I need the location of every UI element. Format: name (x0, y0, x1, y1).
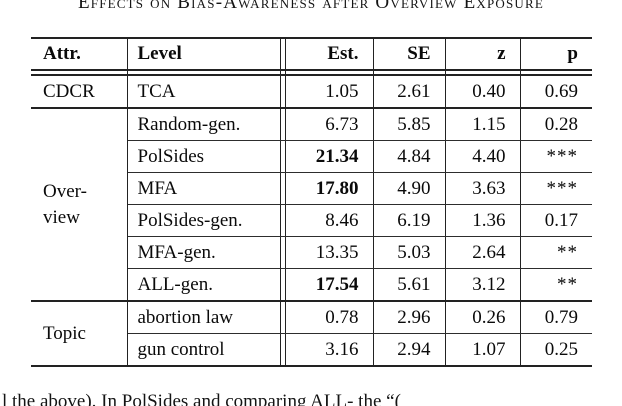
cell-level: abortion law (127, 301, 281, 334)
cell-est: 6.73 (285, 108, 374, 141)
cell-se: 2.61 (373, 75, 446, 109)
cell-attr-cdcr: CDCR (31, 75, 128, 109)
cell-level: ALL-gen. (127, 268, 281, 302)
table-row: Topic abortion law 0.78 2.96 0.26 0.79 (31, 301, 592, 367)
table-header-row: Attr. Level Est. SE z p (31, 37, 592, 71)
table-row: MFA-gen. 13.35 5.03 2.64 ** (31, 236, 592, 269)
cell-level: MFA-gen. (127, 236, 281, 269)
cell-se: 6.19 (373, 204, 446, 237)
cell-level: TCA (127, 75, 281, 109)
cell-p: *** (520, 172, 592, 205)
cell-p: 0.79 (520, 301, 592, 334)
table-row: CDCR TCA 1.05 2.61 0.40 0.69 (31, 75, 592, 109)
cell-level: Random-gen. (127, 108, 281, 141)
cell-z: 1.15 (445, 108, 521, 141)
cell-se: 5.03 (373, 236, 446, 269)
body-text-fragment: l the above). In PolSides and comparing … (2, 391, 401, 406)
cell-z: 0.26 (445, 301, 521, 334)
cell-attr-topic: Topic (31, 301, 128, 367)
cell-se: 5.85 (373, 108, 446, 141)
cell-est: 8.46 (285, 204, 374, 237)
cell-est: 17.80 (285, 172, 374, 205)
cell-se: 2.94 (373, 333, 446, 367)
column-header-attr: Attr. (31, 37, 128, 71)
cell-se: 5.61 (373, 268, 446, 302)
cell-est: 13.35 (285, 236, 374, 269)
table-row: gun control 3.16 2.94 1.07 0.25 (31, 333, 592, 367)
cell-z: 1.36 (445, 204, 521, 237)
column-header-se: SE (373, 37, 446, 71)
cell-p: 0.28 (520, 108, 592, 141)
cell-se: 2.96 (373, 301, 446, 334)
cell-est: 21.34 (285, 140, 374, 173)
cell-est: 1.05 (285, 75, 374, 109)
cell-level: gun control (127, 333, 281, 367)
cell-p: ** (520, 268, 592, 302)
table-row: Over- view Random-gen. 6.73 5.85 1.15 0.… (31, 108, 592, 302)
cell-z: 3.63 (445, 172, 521, 205)
cell-se: 4.84 (373, 140, 446, 173)
cell-z: 4.40 (445, 140, 521, 173)
table-row: ALL-gen. 17.54 5.61 3.12 ** (31, 268, 592, 302)
cell-p: *** (520, 140, 592, 173)
header-double-rule (31, 70, 592, 76)
double-rule-spacer (280, 37, 286, 71)
cell-level: PolSides (127, 140, 281, 173)
column-header-z: z (445, 37, 521, 71)
cell-z: 0.40 (445, 75, 521, 109)
cell-est: 3.16 (285, 333, 374, 367)
table-row: PolSides 21.34 4.84 4.40 *** (31, 140, 592, 173)
column-header-level: Level (127, 37, 281, 71)
cell-se: 4.90 (373, 172, 446, 205)
cell-p: 0.69 (520, 75, 592, 109)
results-table: Attr. Level Est. SE z p CDCR TCA 1.05 2.… (31, 37, 592, 367)
table-row: PolSides-gen. 8.46 6.19 1.36 0.17 (31, 204, 592, 237)
cell-z: 2.64 (445, 236, 521, 269)
cell-level: MFA (127, 172, 281, 205)
cell-z: 3.12 (445, 268, 521, 302)
column-header-est: Est. (285, 37, 374, 71)
table-row: MFA 17.80 4.90 3.63 *** (31, 172, 592, 205)
cell-p: ** (520, 236, 592, 269)
cell-p: 0.25 (520, 333, 592, 367)
cell-z: 1.07 (445, 333, 521, 367)
cell-p: 0.17 (520, 204, 592, 237)
cell-est: 0.78 (285, 301, 374, 334)
cell-attr-overview: Over- view (31, 108, 128, 302)
cell-level: PolSides-gen. (127, 204, 281, 237)
table-caption: Effects on Bias-Awareness after Overview… (77, 0, 545, 13)
column-header-p: p (520, 37, 592, 71)
cell-est: 17.54 (285, 268, 374, 302)
